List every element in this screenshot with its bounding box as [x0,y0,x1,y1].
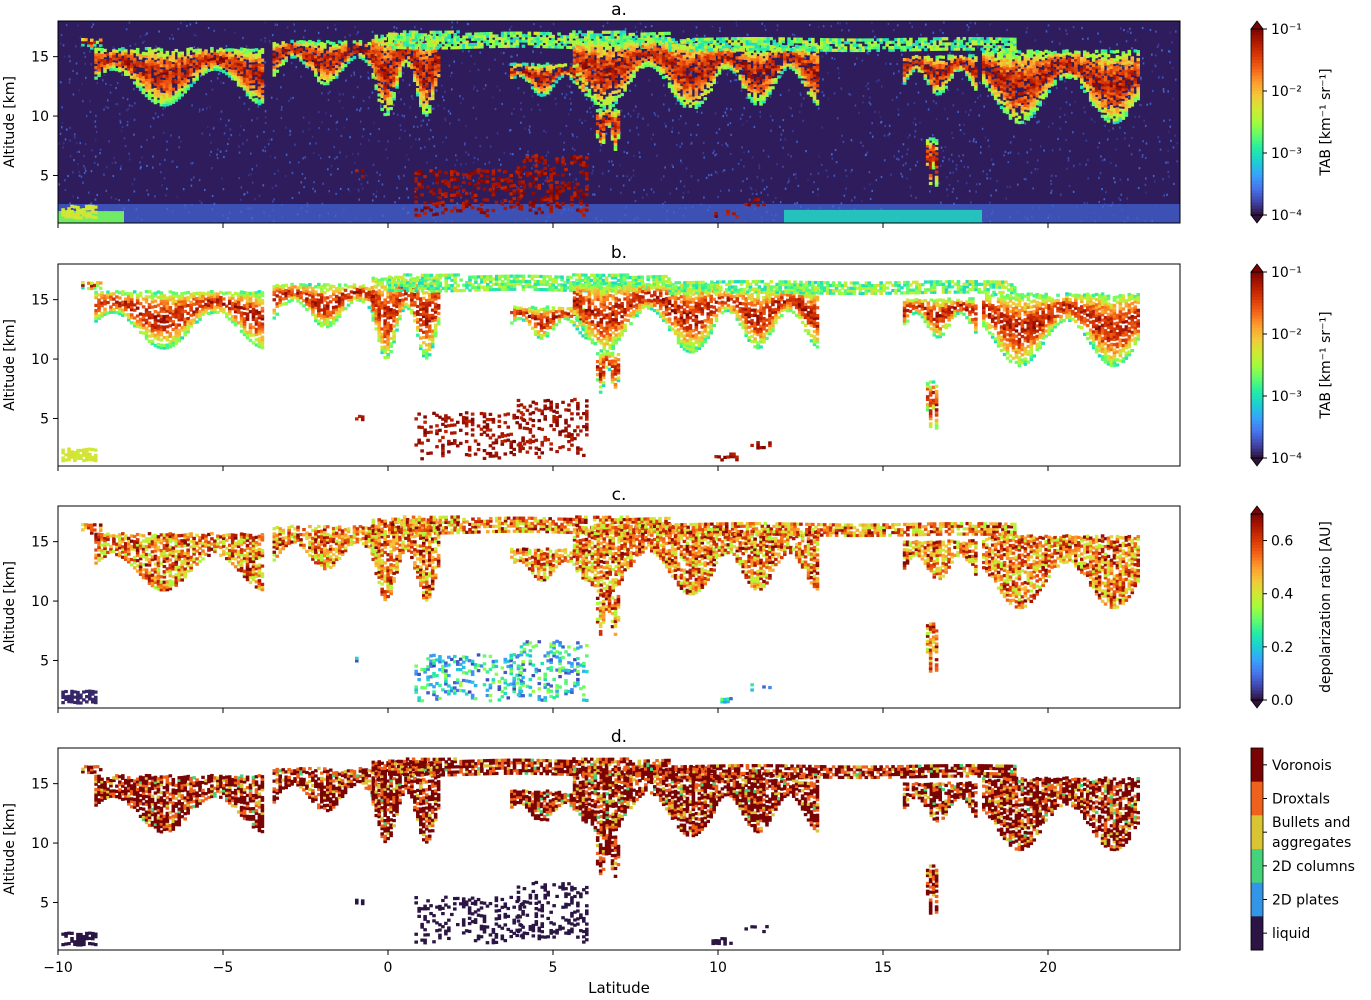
x-tick-label: 15 [874,960,892,976]
y-tick-label: 5 [40,653,49,669]
y-tick-label: 5 [40,168,49,184]
x-tick-label: −10 [43,960,73,976]
axes-frame [57,505,1181,709]
panel-2: b. 5 10 15 Altitude [km] 10⁻⁴ 10⁻³ 10⁻² 10⁻¹ TAB … [2,243,1334,471]
y-axis-label: Altitude [km] [2,561,18,653]
colorbar-swatch [1251,781,1263,816]
panel-title: c. [612,485,627,505]
colorbar-extend-max [1250,263,1264,273]
colorbar-swatch [1251,882,1263,917]
y-tick-label: 15 [31,777,49,793]
y-axis-label: Altitude [km] [2,803,18,895]
colorbar-label: TAB [km⁻¹ sr⁻¹] [1318,68,1334,176]
x-tick-label: 20 [1039,960,1057,976]
panel-4: d. 5 10 15 Altitude [km] −10 −5 0 5 10 15 20 Voronoi… [2,727,1355,976]
y-tick-label: 10 [31,594,49,610]
colorbar-class-label: liquid [1272,926,1310,942]
y-tick-label: 10 [31,109,49,125]
colorbar-class-label: Droxtals [1272,792,1330,808]
y-tick-label: 10 [31,352,49,368]
axes-frame [57,747,1181,951]
colorbar: Voronois Droxtals Bullets and aggregates 2D … [1250,747,1355,951]
colorbar-extend-max [1250,20,1264,30]
colorbar-tick-label: 10⁻⁴ [1271,451,1302,467]
y-tick-label: 15 [31,293,49,309]
panel-title: d. [611,727,627,747]
axes-frame [57,20,1181,224]
colorbar: 10⁻⁴ 10⁻³ 10⁻² 10⁻¹ TAB [km⁻¹ sr⁻¹] [1250,20,1334,224]
axes-frame [57,263,1181,467]
x-tick-label: 0 [384,960,393,976]
colorbar-tick-label: 0.0 [1271,693,1293,709]
y-tick-label: 10 [31,836,49,852]
colorbar-tick-label: 10⁻³ [1271,146,1302,162]
colorbar-swatch [1251,748,1263,783]
colorbar-swatch [1251,916,1263,951]
colorbar: 0.0 0.2 0.4 0.6 depolarization ratio [AU] [1250,505,1334,709]
colorbar-label: TAB [km⁻¹ sr⁻¹] [1318,311,1334,419]
colorbar-class-label: Voronois [1272,758,1332,774]
x-axis-label: Latitude [588,979,650,997]
panel-title: b. [611,243,627,263]
y-tick-label: 5 [40,895,49,911]
colorbar-class-label: 2D columns [1272,859,1355,875]
heatmap-image [58,748,1180,950]
x-tick-label: 5 [549,960,558,976]
colorbar-extend-max [1250,505,1264,515]
colorbar-class-label: aggregates [1272,835,1351,851]
colorbar-tick-label: 0.4 [1271,587,1293,603]
colorbar-label: depolarization ratio [AU] [1318,521,1334,693]
panel-3: c. 5 10 15 Altitude [km] 0.0 0.2 0.4 0.6 depolari… [2,485,1334,713]
colorbar-tick-label: 10⁻¹ [1271,265,1302,281]
y-tick-label: 15 [31,535,49,551]
colorbar-tick-label: 10⁻⁴ [1271,208,1302,224]
colorbar-class-label: Bullets and [1272,815,1350,831]
colorbar-swatch [1251,815,1263,850]
colorbar-extend-min [1250,457,1264,467]
y-axis-label: Altitude [km] [2,319,18,411]
heatmap-image [58,264,1180,466]
colorbar-tick-label: 10⁻² [1271,84,1302,100]
x-tick-label: 10 [709,960,727,976]
colorbar-swatch [1251,849,1263,884]
x-tick-label: −5 [213,960,234,976]
panel-1: a. 5 10 15 Altitude [km] 10⁻⁴ 10⁻³ 10⁻² 10⁻¹ TAB … [2,0,1334,228]
colorbar-extend-min [1250,699,1264,709]
panel-title: a. [611,0,627,20]
colorbar-tick-label: 10⁻³ [1271,389,1302,405]
y-tick-label: 15 [31,50,49,66]
colorbar-tick-label: 10⁻² [1271,327,1302,343]
colorbar-class-label: 2D plates [1272,893,1339,909]
heatmap-image [58,506,1180,708]
y-tick-label: 5 [40,411,49,427]
colorbar-tick-label: 0.2 [1271,640,1293,656]
heatmap-image [58,21,1180,223]
colorbar: 10⁻⁴ 10⁻³ 10⁻² 10⁻¹ TAB [km⁻¹ sr⁻¹] [1250,263,1334,467]
colorbar-extend-min [1250,214,1264,224]
colorbar-tick-label: 0.6 [1271,534,1293,550]
y-axis-label: Altitude [km] [2,76,18,168]
colorbar-tick-label: 10⁻¹ [1271,22,1302,38]
